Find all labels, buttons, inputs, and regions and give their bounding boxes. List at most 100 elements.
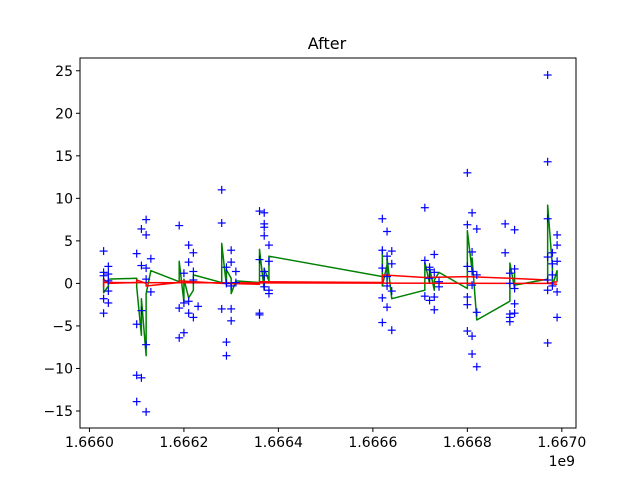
data-point-marker	[99, 294, 108, 303]
data-point-marker	[222, 263, 231, 272]
data-point-marker	[472, 270, 481, 279]
data-point-marker	[99, 271, 108, 280]
data-point-marker	[387, 247, 396, 256]
data-point-marker	[146, 287, 155, 296]
data-point-marker	[264, 289, 273, 298]
data-point-marker	[99, 309, 108, 318]
data-point-marker	[425, 296, 434, 305]
data-point-marker	[548, 259, 557, 268]
data-point-marker	[99, 247, 108, 256]
data-point-marker	[132, 397, 141, 406]
data-point-marker	[383, 252, 392, 261]
data-point-marker	[468, 350, 477, 358]
data-point-marker	[227, 316, 236, 325]
data-point-marker	[472, 224, 481, 233]
data-point-marker	[184, 297, 193, 306]
data-point-marker	[430, 293, 439, 302]
data-point-marker	[184, 241, 193, 250]
x-tick-label: 1.6662	[159, 435, 208, 451]
data-point-marker	[142, 275, 151, 284]
data-point-marker	[383, 272, 392, 281]
y-axis: −15 −10 −5 0 5 10 15 20 25	[43, 64, 80, 420]
data-point-marker	[463, 327, 472, 336]
data-point-marker	[505, 317, 514, 326]
data-point-marker	[543, 71, 552, 80]
data-point-marker	[383, 281, 392, 290]
data-point-marker	[553, 257, 562, 266]
data-point-marker	[104, 276, 113, 285]
data-point-marker	[260, 271, 269, 280]
data-point-marker	[189, 267, 198, 276]
data-point-marker	[179, 269, 188, 278]
data-point-marker	[420, 256, 429, 265]
data-point-marker	[378, 293, 387, 302]
data-point-marker	[463, 300, 472, 309]
data-point-marker	[231, 267, 240, 276]
data-point-marker	[548, 248, 557, 257]
data-point-marker	[189, 248, 198, 257]
data-point-marker	[383, 303, 392, 312]
data-point-marker	[222, 351, 231, 360]
data-point-marker	[378, 318, 387, 327]
data-point-marker	[260, 231, 269, 240]
data-point-marker	[142, 215, 151, 224]
x-axis: 1.6660 1.6662 1.6664 1.6666 1.6668 1.6670	[65, 428, 586, 451]
data-point-marker	[222, 338, 231, 347]
data-point-marker	[175, 304, 184, 313]
data-point-marker	[227, 258, 236, 267]
data-point-marker	[383, 227, 392, 236]
data-point-marker	[142, 407, 151, 416]
y-tick-label: −5	[52, 319, 73, 335]
data-point-marker	[137, 224, 146, 233]
data-point-marker	[510, 299, 519, 308]
data-point-marker	[104, 262, 113, 271]
data-point-marker	[463, 168, 472, 177]
data-point-marker	[137, 261, 146, 270]
data-point-marker	[260, 223, 269, 232]
data-point-marker	[217, 219, 226, 228]
x-tick-label: 1.6664	[254, 435, 303, 451]
y-tick-label: 20	[55, 106, 73, 122]
data-point-marker	[227, 246, 236, 255]
data-point-marker	[104, 287, 113, 296]
data-point-marker	[510, 225, 519, 234]
data-point-marker	[264, 241, 273, 250]
y-tick-label: −10	[43, 361, 73, 377]
data-point-marker	[553, 241, 562, 250]
data-point-marker	[255, 310, 264, 319]
data-point-marker	[505, 269, 514, 278]
data-point-marker	[104, 270, 113, 279]
data-point-marker	[137, 306, 146, 315]
data-point-marker	[378, 246, 387, 255]
data-point-marker	[463, 293, 472, 302]
data-point-marker	[510, 309, 519, 318]
data-point-marker	[387, 326, 396, 335]
data-point-marker	[543, 338, 552, 347]
data-point-marker	[548, 270, 557, 279]
data-point-marker	[378, 214, 387, 223]
data-point-marker	[463, 220, 472, 229]
data-point-marker	[137, 373, 146, 382]
data-point-marker	[501, 219, 510, 228]
data-point-marker	[468, 267, 477, 276]
y-tick-label: −15	[43, 404, 73, 420]
data-point-marker	[184, 309, 193, 318]
data-point-marker	[142, 340, 151, 349]
data-point-marker	[260, 282, 269, 291]
data-point-marker	[387, 287, 396, 296]
data-point-marker	[189, 313, 198, 322]
data-point-marker	[553, 287, 562, 296]
y-tick-label: 5	[64, 234, 73, 250]
data-point-marker	[553, 230, 562, 239]
data-point-marker	[468, 247, 477, 256]
data-point-marker	[194, 302, 203, 311]
axes-frame	[79, 57, 577, 429]
series-layer	[99, 71, 562, 416]
data-point-marker	[179, 298, 188, 307]
data-point-marker	[255, 255, 264, 264]
y-tick-label: 10	[55, 191, 73, 207]
data-point-marker	[231, 278, 240, 287]
x-tick-label: 1.6670	[537, 435, 586, 451]
data-point-marker	[430, 268, 439, 277]
